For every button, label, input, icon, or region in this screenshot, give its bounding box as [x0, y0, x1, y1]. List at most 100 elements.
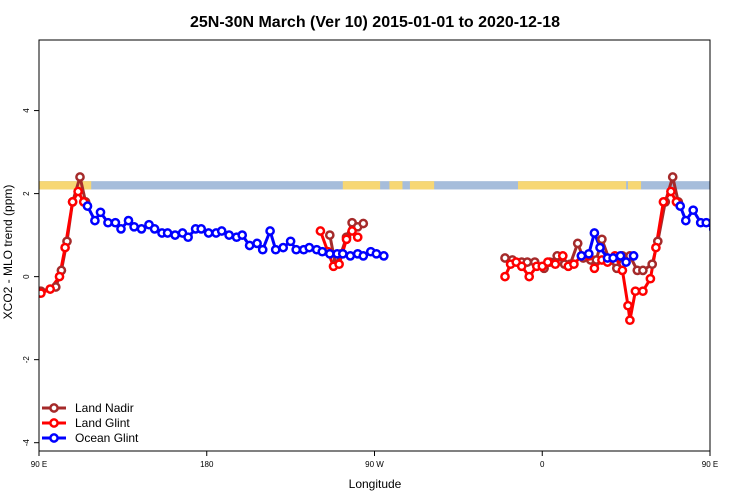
ocean-glint-point — [82, 201, 93, 211]
land-glint-point — [67, 197, 78, 207]
ocean-glint-point — [265, 226, 275, 236]
ocean-glint-point — [103, 217, 113, 228]
land-glint-point — [569, 259, 579, 270]
ocean-glint-point — [196, 224, 207, 234]
ocean-glint-point — [90, 215, 100, 226]
ocean-glint-point — [278, 242, 289, 253]
land-glint-point — [45, 284, 56, 294]
land-glint-point — [645, 273, 656, 284]
land-glint-point — [60, 242, 70, 253]
land-nadir-point — [597, 234, 607, 245]
land-nadir-point — [324, 230, 335, 240]
ocean-glint-point — [378, 251, 389, 261]
land-glint-point — [623, 300, 633, 311]
ocean-glint-point — [149, 224, 160, 234]
legend-marker-land-nadir — [49, 403, 59, 413]
land-glint-point — [54, 271, 65, 282]
ocean-glint-point — [170, 230, 180, 240]
ocean-glint-point — [595, 242, 605, 253]
x-tick-label: 90 E — [702, 460, 718, 469]
x-tick-label: 90 E — [31, 460, 47, 469]
legend-label-ocean-glint: Ocean Glint — [75, 431, 139, 445]
land-glint-point — [347, 226, 357, 236]
ocean-glint-point — [123, 215, 134, 226]
land-glint-point — [625, 315, 635, 326]
land-band — [409, 181, 435, 190]
x-axis: 90 E 180 90 W 0 90 E — [31, 451, 718, 469]
ocean-glint-point — [576, 251, 587, 261]
data-lines — [40, 175, 710, 322]
ocean-glint-point — [252, 238, 262, 249]
land-glint-point — [589, 263, 600, 274]
plot-frame — [38, 39, 711, 452]
y-tick-label: 0 — [22, 274, 31, 279]
ocean-glint-point — [736, 221, 743, 228]
chart-title: 25N-30N March (Ver 10) 2015-01-01 to 202… — [190, 14, 560, 31]
ocean-glint-point — [224, 230, 234, 240]
ocean-glint-point — [718, 217, 725, 224]
land-band — [389, 181, 403, 190]
ocean-glint-point — [203, 228, 214, 238]
ocean-glint-point — [688, 205, 699, 216]
ocean-glint-point — [136, 224, 147, 234]
legend-marker-land-glint — [49, 418, 59, 428]
land-glint-point — [315, 226, 326, 236]
ocean-glint-point — [304, 242, 315, 253]
land-glint-point — [341, 234, 352, 245]
ocean-glint-point — [116, 224, 126, 234]
ocean-glint-point — [708, 225, 710, 233]
land-band — [518, 181, 627, 190]
land-glint-point — [542, 257, 553, 267]
land-glint-point — [516, 261, 527, 272]
legend-label-land-nadir: Land Nadir — [75, 401, 134, 415]
legend-label-land-glint: Land Glint — [75, 416, 130, 430]
land-glint-point — [352, 232, 363, 243]
ocean-glint-point — [244, 240, 255, 251]
land-nadir-point — [638, 265, 648, 276]
land-band — [39, 181, 92, 190]
ocean-glint-point — [723, 223, 730, 230]
x-tick-label: 90 W — [365, 460, 384, 469]
land-nadir-point — [647, 259, 658, 270]
y-tick-label: 2 — [22, 191, 31, 196]
land-glint-point — [73, 186, 83, 197]
ocean-glint-point — [680, 215, 691, 226]
ocean-glint-point — [291, 244, 302, 255]
ocean-glint-point — [95, 207, 106, 218]
y-tick-label: -4 — [22, 439, 31, 447]
land-glint-point — [638, 286, 648, 297]
land-glint-point — [557, 251, 568, 261]
ocean-glint-point — [129, 221, 139, 232]
ocean-glint-point — [216, 226, 227, 236]
land-band — [710, 181, 750, 189]
land-band — [342, 181, 381, 190]
ocean-glint-point — [237, 230, 248, 240]
land-glint-point — [500, 271, 510, 282]
ocean-glint-point — [183, 232, 193, 243]
ocean-glint-point — [701, 217, 710, 228]
data-markers — [39, 172, 743, 326]
land-nadir-point — [358, 218, 369, 229]
ocean-glint-point — [731, 225, 738, 232]
ocean-glint-point — [337, 248, 348, 259]
ocean-glint-point — [317, 246, 328, 257]
ocean-glint-point — [615, 251, 626, 261]
ocean-glint-point — [162, 228, 173, 238]
ocean-glint-point — [285, 236, 296, 247]
land-nadir-point — [75, 172, 85, 182]
land-glint-point — [524, 271, 535, 282]
land-glint-point — [666, 186, 676, 197]
land-ocean-strip — [39, 181, 750, 190]
x-tick-label: 180 — [200, 460, 214, 469]
legend-marker-ocean-glint — [49, 433, 59, 443]
land-nadir-point — [667, 172, 678, 182]
ocean-glint-point — [621, 257, 631, 267]
ocean-glint-point — [675, 201, 686, 211]
ocean-glint-point — [270, 244, 281, 255]
land-glint-point — [550, 259, 561, 270]
y-tick-label: 4 — [22, 108, 31, 113]
ocean-glint-point — [628, 251, 639, 261]
land-glint-point — [651, 242, 661, 253]
